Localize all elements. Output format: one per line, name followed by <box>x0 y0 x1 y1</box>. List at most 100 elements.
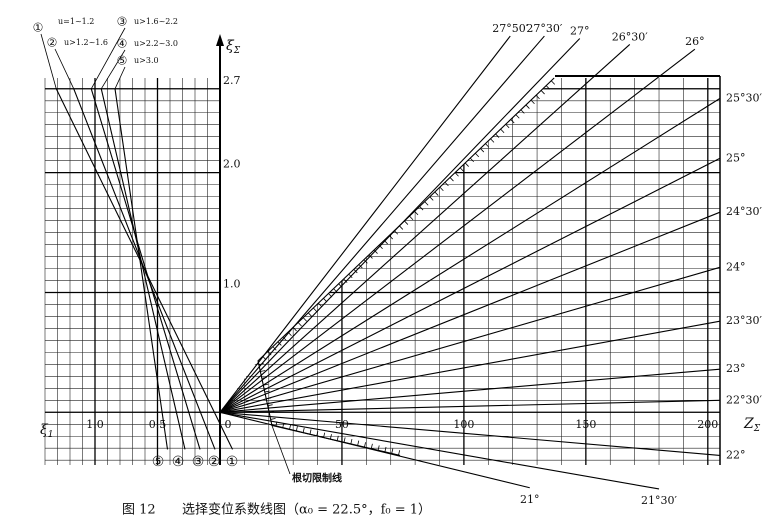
hatch <box>398 450 401 456</box>
hatch <box>370 443 373 449</box>
series-line <box>219 411 721 456</box>
legend-label: u>3.0 <box>134 56 159 65</box>
hatch <box>377 445 380 451</box>
hatch <box>272 346 277 351</box>
hatch <box>444 182 449 187</box>
caption-number: 图 12 <box>122 503 156 518</box>
series-line <box>219 399 721 413</box>
series-line <box>219 157 721 413</box>
legend-leader <box>114 66 126 89</box>
hatch <box>545 85 550 90</box>
left-grid <box>44 78 221 465</box>
series-line <box>219 44 631 413</box>
hatch <box>260 370 266 372</box>
hatch <box>391 448 394 454</box>
hatch <box>336 435 339 441</box>
series-label: 23°30′ <box>726 314 762 327</box>
y-tick-label: 1.0 <box>223 277 241 290</box>
legend-marker: ④ <box>117 37 128 51</box>
hatch <box>469 157 474 163</box>
hatch <box>333 288 338 293</box>
hatch <box>525 104 530 109</box>
hatch <box>510 119 515 124</box>
hatch <box>313 307 318 312</box>
limit-line <box>257 77 555 456</box>
hatch <box>297 322 302 327</box>
series-line <box>219 48 696 413</box>
x-tick-label: 100 <box>453 418 474 431</box>
series-marker: ⑤ <box>152 454 165 470</box>
hatch <box>378 244 383 250</box>
x-axis-label-left: ξ1 <box>40 422 53 440</box>
legend-label: u=1~1.2 <box>58 17 94 26</box>
legend-label: u>1.6~2.2 <box>134 17 178 26</box>
hatch <box>307 312 312 317</box>
hatch <box>535 94 540 100</box>
series-marker: ④ <box>172 454 185 470</box>
hatch <box>358 264 363 269</box>
hatch <box>302 427 305 433</box>
hatch <box>475 153 480 158</box>
hatch <box>338 283 343 288</box>
hatch <box>394 230 399 235</box>
series-marker: ③ <box>192 454 205 470</box>
legend-marker: ① <box>33 21 44 35</box>
hatch <box>267 351 272 356</box>
hatch <box>530 99 535 104</box>
series-line <box>219 411 660 490</box>
hatch <box>316 430 319 437</box>
hatch <box>364 442 366 448</box>
hatch <box>490 138 495 143</box>
hatch <box>500 128 505 133</box>
hatch <box>454 172 459 177</box>
hatch <box>429 196 434 201</box>
x-tick-label: 150 <box>575 418 596 431</box>
hatch <box>520 109 525 114</box>
series-line <box>219 97 721 413</box>
y-axis-arrow <box>216 34 224 46</box>
hatch <box>318 302 323 308</box>
series-marker: ① <box>226 454 239 470</box>
series-line <box>219 368 721 413</box>
hatch <box>309 429 312 435</box>
hatch <box>270 417 276 420</box>
series-line <box>219 320 721 413</box>
legend-marker: ③ <box>117 15 128 29</box>
hatch <box>323 298 328 303</box>
hatch <box>383 240 388 245</box>
series-label: 24° <box>726 260 746 273</box>
hatch <box>357 440 360 446</box>
hatch <box>267 404 273 407</box>
hatch <box>388 235 393 240</box>
hatch <box>368 254 373 259</box>
legend-marker: ② <box>47 36 58 50</box>
hatch <box>414 211 419 216</box>
hatch <box>295 426 298 432</box>
hatch <box>404 220 409 225</box>
hatch <box>266 397 272 400</box>
hatch <box>323 432 326 438</box>
legend-marker: ⑤ <box>117 54 128 68</box>
series-label: 26°30′ <box>612 30 648 43</box>
y-axis-label: ξΣ <box>226 38 241 56</box>
limit-label: 根切限制线 <box>292 472 342 485</box>
hatch <box>434 191 439 196</box>
hatch <box>282 336 287 341</box>
hatch <box>348 273 353 279</box>
series-label: 21° <box>520 493 540 506</box>
hatch <box>343 437 346 443</box>
series-line <box>90 88 201 450</box>
legend-label: u>1.2~1.6 <box>64 38 108 47</box>
series-marker: ② <box>208 454 221 470</box>
hatch <box>262 356 267 361</box>
hatch <box>329 434 332 440</box>
hatch <box>264 390 270 393</box>
series-label: 24°30′ <box>726 205 762 218</box>
hatch <box>373 249 378 254</box>
hatch <box>277 341 282 346</box>
hatch <box>350 438 353 445</box>
series-label: 25° <box>726 151 746 164</box>
hatch <box>409 215 414 221</box>
series-label: 22°30′ <box>726 393 762 406</box>
x-tick-label: 200 <box>697 418 718 431</box>
